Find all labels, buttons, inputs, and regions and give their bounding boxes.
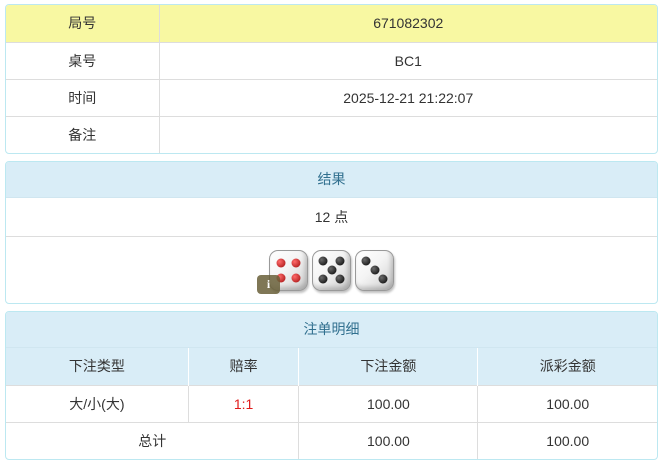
die-pip [291,258,301,268]
die-pip [276,258,286,268]
die-2-showing-5 [312,249,351,291]
column-header-bet-amount: 下注金额 [298,348,478,385]
total-payout-amount-cell: 100.00 [477,421,657,459]
bet-type-cell: 大/小(大) [6,384,189,422]
time-value: 2025-12-21 21:22:07 [159,79,657,117]
time-label: 时间 [6,79,160,117]
odds-cell: 1:1 [187,384,299,422]
info-icon[interactable]: i [257,274,280,294]
bet-details-title: 注单明细 [6,312,657,348]
round-number-value: 671082302 [159,5,657,43]
payout-amount-cell: 100.00 [477,384,657,422]
die-pip [335,256,345,266]
total-bet-amount-cell: 100.00 [298,421,478,459]
die-3-showing-3 [355,249,394,291]
die-pip [291,273,301,283]
die-pip [276,273,286,283]
column-header-odds: 赔率 [187,348,299,385]
bet-details-panel: 注单明细 下注类型 赔率 下注金额 派彩金额 大/小(大) 1:1 100.00… [5,311,658,460]
bet-table-header-row: 下注类型 赔率 下注金额 派彩金额 [6,348,657,385]
result-points: 12 点 [6,198,657,237]
remark-value [159,116,657,153]
round-info-panel: 局号 671082302 桌号 BC1 时间 2025-12-21 21:22:… [5,4,658,154]
column-header-bet-type: 下注类型 [6,348,189,385]
die-pip [318,256,328,266]
table-number-label: 桌号 [6,42,160,80]
bet-amount-cell: 100.00 [298,384,478,422]
total-label-cell: 总计 [6,421,299,459]
die-pip [335,274,345,284]
result-panel-title: 结果 [6,162,657,198]
die-pip [370,265,379,275]
dice-group: i [257,249,394,294]
remark-label: 备注 [6,116,160,153]
dice-row: i [6,237,657,303]
die-pip [327,265,336,275]
table-row-round-number: 局号 671082302 [6,5,657,43]
die-pip [378,274,388,284]
round-number-label: 局号 [6,5,160,43]
column-header-payout-amount: 派彩金额 [477,348,657,385]
table-row-remark: 备注 [6,116,657,153]
result-panel: 结果 12 点 i [5,161,658,304]
bet-details-table: 下注类型 赔率 下注金额 派彩金额 大/小(大) 1:1 100.00 100.… [6,348,657,459]
total-row: 总计 100.00 100.00 [6,421,657,459]
die-pip [318,274,328,284]
table-row-table-number: 桌号 BC1 [6,42,657,80]
round-info-table: 局号 671082302 桌号 BC1 时间 2025-12-21 21:22:… [6,5,657,153]
table-number-value: BC1 [159,42,657,80]
bet-row: 大/小(大) 1:1 100.00 100.00 [6,384,657,422]
table-row-time: 时间 2025-12-21 21:22:07 [6,79,657,117]
die-pip [361,256,371,266]
